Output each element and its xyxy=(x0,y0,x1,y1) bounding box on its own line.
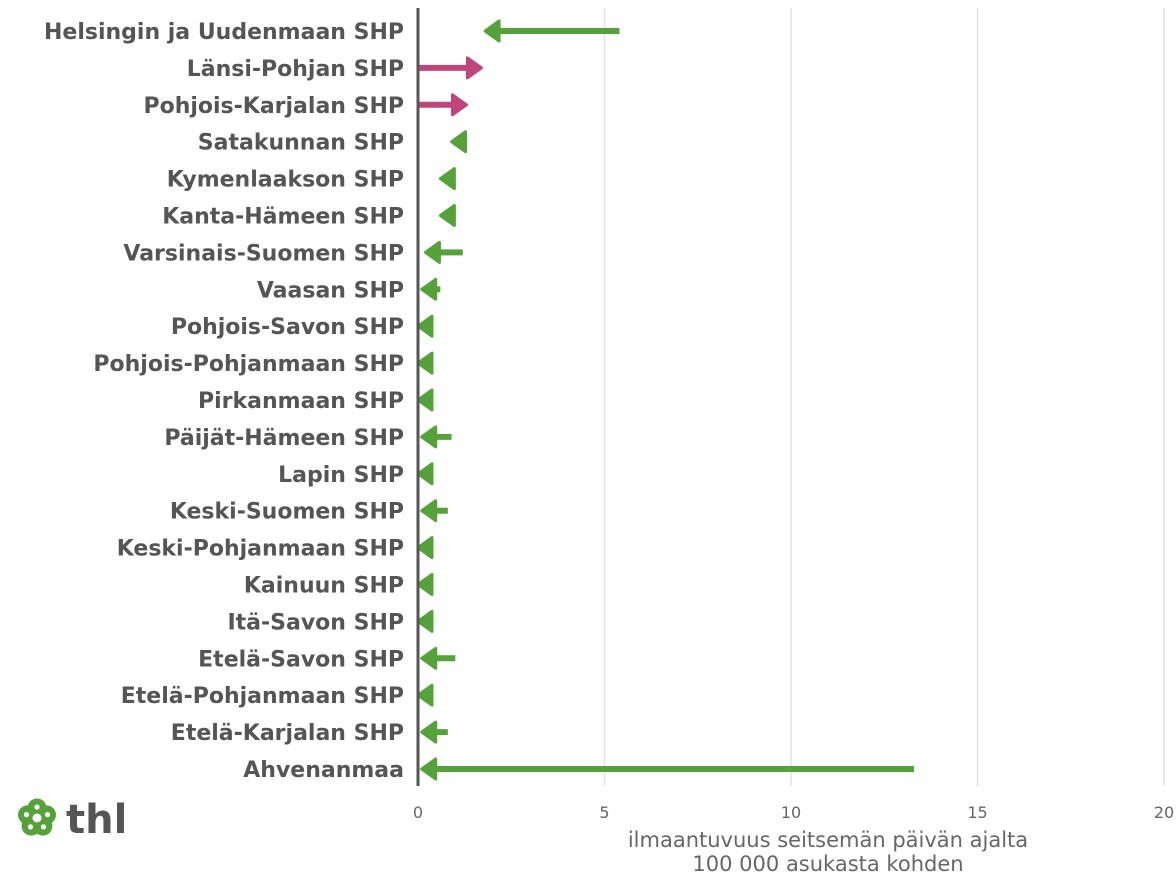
x-axis-title-line-2: 100 000 asukasta kohden xyxy=(692,852,963,876)
arrow-head xyxy=(416,609,434,633)
arrow-head xyxy=(438,167,456,191)
category-label: Etelä-Pohjanmaan SHP xyxy=(121,684,404,709)
category-label: Kainuun SHP xyxy=(244,574,404,599)
grid-lines xyxy=(603,8,1165,786)
category-label: Etelä-Karjalan SHP xyxy=(171,721,404,746)
category-label: Pirkanmaan SHP xyxy=(198,389,404,414)
category-label: Keski-Pohjanmaan SHP xyxy=(117,537,404,562)
arrow-mark xyxy=(423,240,463,264)
arrow-head xyxy=(420,277,438,301)
category-label: Kymenlaakson SHP xyxy=(167,168,404,193)
arrow-mark xyxy=(420,646,456,670)
arrow-head xyxy=(416,388,434,412)
category-label: Pohjois-Pohjanmaan SHP xyxy=(93,352,404,377)
arrow-mark xyxy=(416,351,434,375)
arrows xyxy=(416,19,915,781)
arrow-mark xyxy=(416,536,434,560)
arrow-mark xyxy=(420,499,448,523)
arrow-mark xyxy=(418,93,468,117)
category-label: Länsi-Pohjan SHP xyxy=(187,57,404,82)
arrow-mark xyxy=(418,56,483,80)
category-label: Helsingin ja Uudenmaan SHP xyxy=(44,20,404,45)
x-tick-label: 10 xyxy=(781,803,801,822)
category-labels: Helsingin ja Uudenmaan SHP Länsi-Pohjan S… xyxy=(44,20,404,783)
arrow-mark xyxy=(420,277,441,301)
arrow-mark xyxy=(416,683,434,707)
category-label: Vaasan SHP xyxy=(257,278,404,303)
arrow-head xyxy=(450,93,468,117)
arrow-head xyxy=(416,462,434,486)
arrow-mark xyxy=(416,462,434,486)
arrow-head xyxy=(465,56,483,80)
category-label: Päijät-Hämeen SHP xyxy=(164,426,404,451)
arrow-head xyxy=(483,19,501,43)
category-label: Kanta-Hämeen SHP xyxy=(162,205,404,230)
x-tick-label: 15 xyxy=(967,803,987,822)
arrow-mark xyxy=(416,388,434,412)
thl-logo: thl xyxy=(18,797,127,843)
x-axis-title-line-1: ilmaantuvuus seitsemän päivän ajalta xyxy=(628,828,1028,852)
category-label: Etelä-Savon SHP xyxy=(198,647,404,672)
arrow-head xyxy=(420,646,438,670)
arrow-mark xyxy=(483,19,620,43)
arrow-mark xyxy=(416,314,434,338)
x-tick-labels: 0 5 10 15 20 xyxy=(413,803,1174,822)
category-label: Ahvenanmaa xyxy=(243,758,404,783)
arrow-head xyxy=(420,720,438,744)
x-tick-label: 20 xyxy=(1154,803,1174,822)
arrow-head xyxy=(416,683,434,707)
x-tick-label: 5 xyxy=(599,803,609,822)
category-label: Keski-Suomen SHP xyxy=(170,500,404,525)
arrow-mark xyxy=(438,167,456,191)
flower-icon xyxy=(18,798,56,836)
arrow-mark xyxy=(450,130,468,154)
category-label: Varsinais-Suomen SHP xyxy=(123,241,404,266)
category-label: Itä-Savon SHP xyxy=(227,610,404,635)
arrow-head xyxy=(420,425,438,449)
logo-text: thl xyxy=(66,797,127,843)
arrow-mark xyxy=(438,204,456,227)
arrow-head xyxy=(450,130,468,154)
arrow-head xyxy=(416,351,434,375)
arrow-mark xyxy=(416,573,434,596)
category-label: Pohjois-Karjalan SHP xyxy=(143,94,404,119)
arrow-mark xyxy=(416,609,434,633)
category-label: Lapin SHP xyxy=(278,463,404,488)
arrow-head xyxy=(420,499,438,523)
arrow-head xyxy=(420,757,438,781)
arrow-head xyxy=(416,314,434,338)
arrow-head xyxy=(416,573,434,596)
arrow-mark xyxy=(420,720,448,744)
arrow-head xyxy=(423,240,441,264)
arrow-mark xyxy=(420,757,915,781)
arrow-head xyxy=(438,204,456,227)
category-label: Pohjois-Savon SHP xyxy=(171,315,404,340)
x-tick-label: 0 xyxy=(413,803,423,822)
arrow-mark xyxy=(420,425,452,449)
arrow-head xyxy=(416,536,434,560)
category-label: Satakunnan SHP xyxy=(198,131,404,156)
